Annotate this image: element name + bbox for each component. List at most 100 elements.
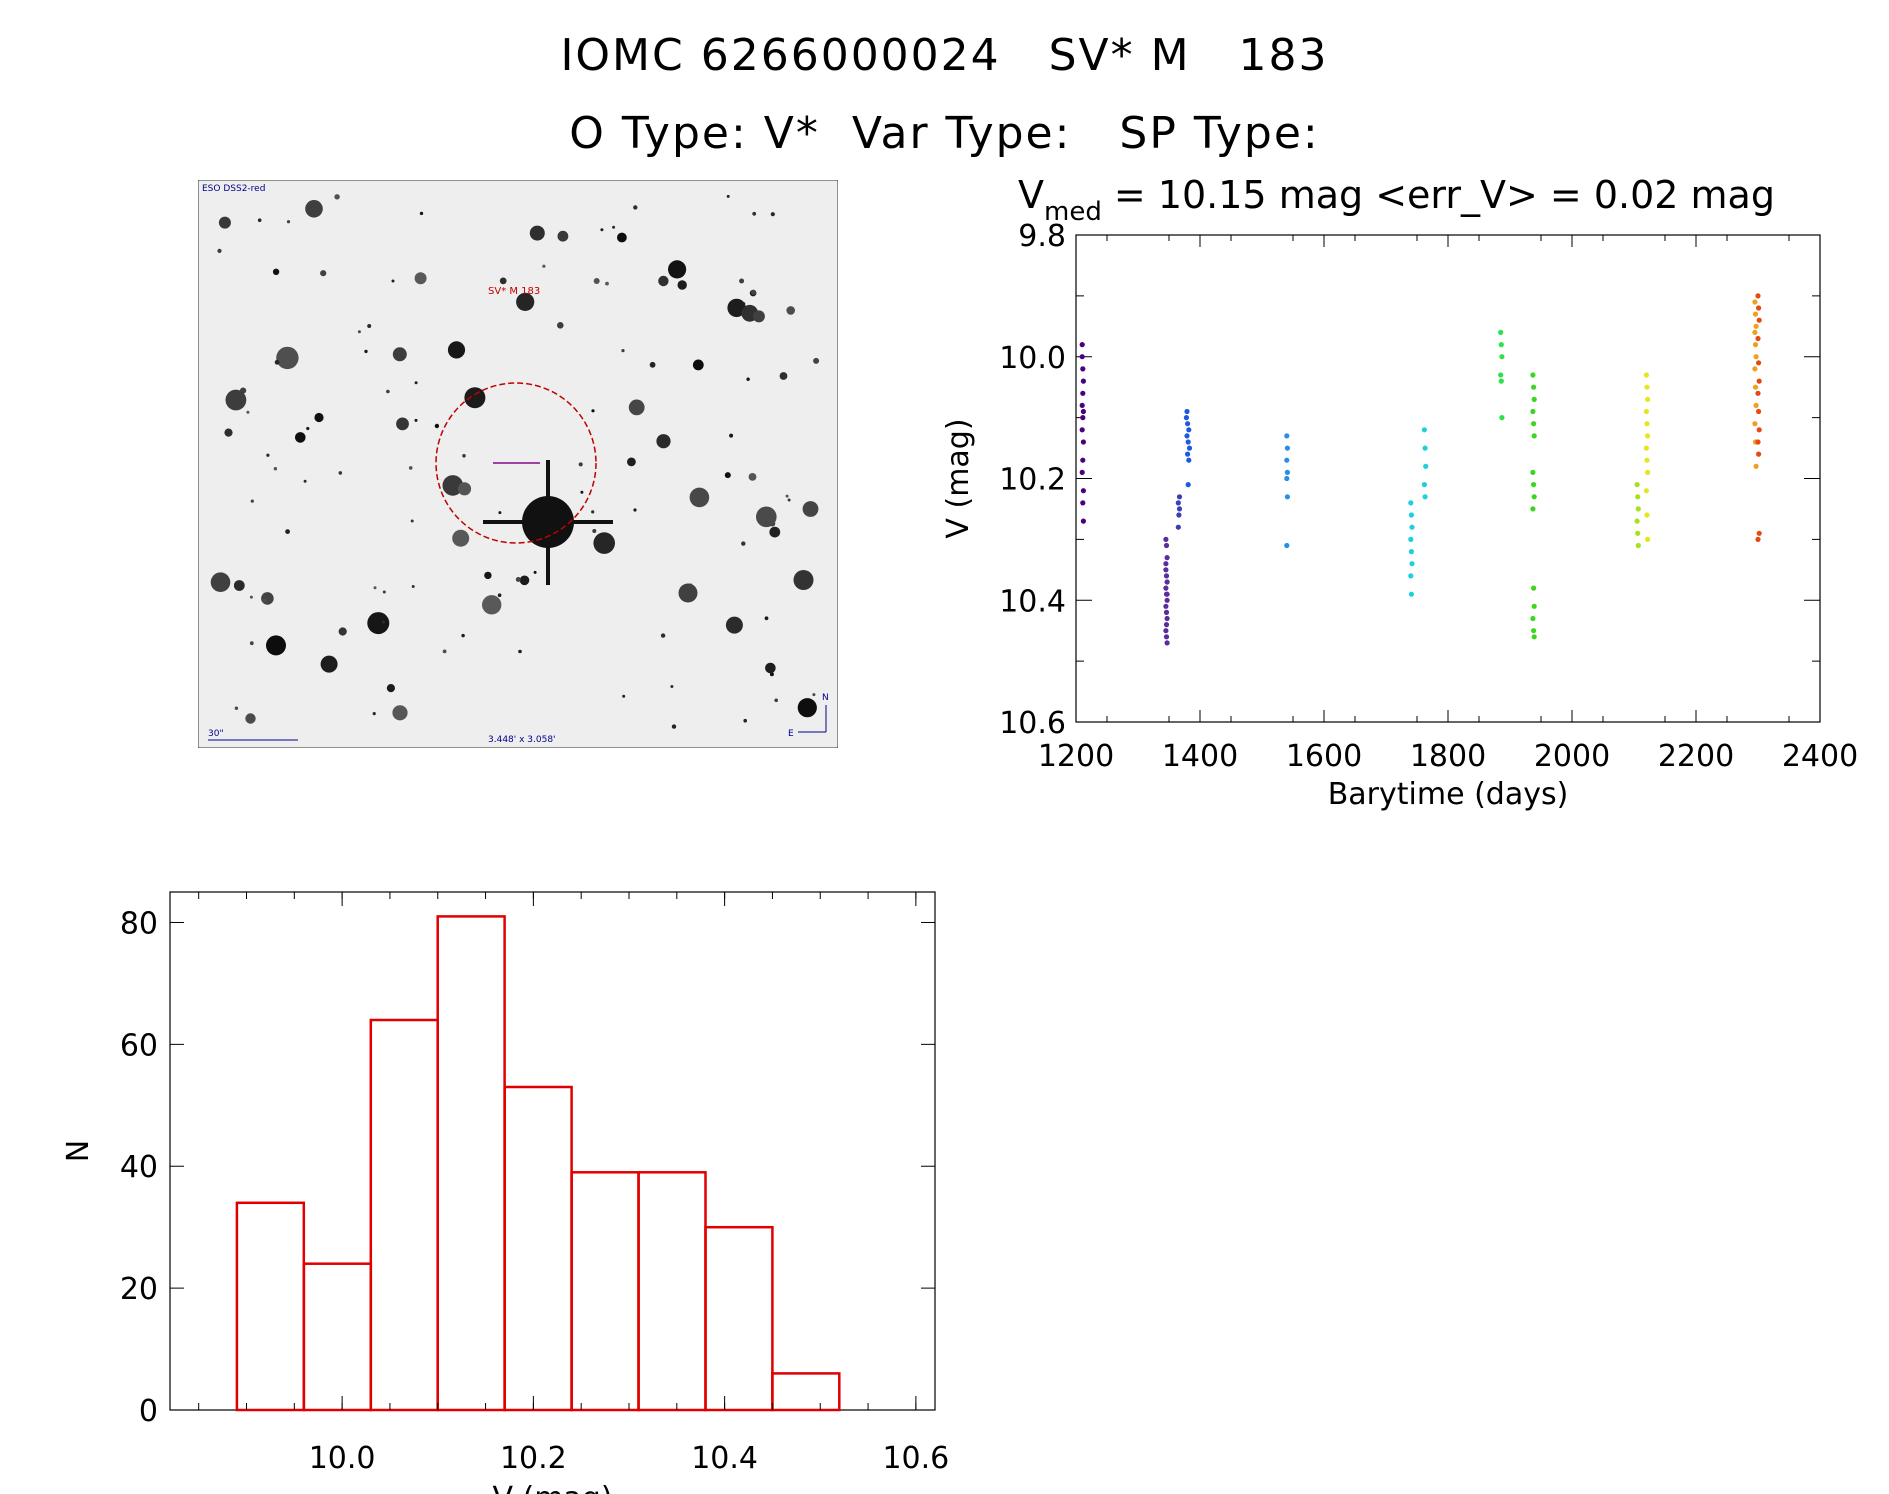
star bbox=[533, 570, 537, 574]
star bbox=[600, 228, 604, 232]
star bbox=[621, 349, 625, 353]
star bbox=[802, 501, 819, 517]
data-point bbox=[1183, 415, 1189, 421]
star bbox=[671, 724, 677, 729]
star bbox=[752, 211, 757, 216]
data-point bbox=[1164, 579, 1170, 585]
star bbox=[338, 471, 343, 475]
target-circle bbox=[435, 382, 597, 544]
star bbox=[262, 598, 267, 603]
star bbox=[217, 248, 222, 253]
data-point bbox=[1531, 482, 1537, 488]
star bbox=[557, 230, 569, 242]
star bbox=[499, 277, 507, 285]
data-point bbox=[1635, 542, 1641, 549]
data-point bbox=[1421, 482, 1427, 488]
star bbox=[756, 506, 777, 528]
star bbox=[306, 426, 310, 431]
data-point bbox=[1164, 597, 1170, 603]
star bbox=[743, 718, 747, 723]
star bbox=[518, 649, 522, 654]
data-point bbox=[1753, 354, 1759, 360]
star bbox=[729, 433, 734, 438]
histogram-bar bbox=[436, 915, 506, 1412]
star bbox=[272, 268, 280, 275]
star bbox=[392, 705, 408, 721]
data-point bbox=[1752, 299, 1758, 305]
light-curve-chart: 1200 1400 1600 1800 2000 2200 2400 9.8 10.0 10.2 1… bbox=[941, 173, 1858, 812]
data-point bbox=[1756, 317, 1762, 323]
star bbox=[373, 586, 377, 590]
histogram-bar bbox=[637, 1171, 707, 1412]
star bbox=[612, 225, 616, 229]
data-point bbox=[1421, 427, 1427, 433]
star bbox=[593, 532, 615, 554]
data-point bbox=[1186, 445, 1193, 451]
data-point bbox=[1531, 494, 1537, 500]
star bbox=[285, 529, 290, 534]
data-point bbox=[1186, 427, 1192, 433]
data-point bbox=[1644, 457, 1650, 463]
star bbox=[627, 457, 636, 467]
data-point bbox=[1164, 591, 1170, 597]
data-point bbox=[1753, 402, 1759, 408]
data-point bbox=[1422, 494, 1428, 500]
x-tick-label: 2000 bbox=[1534, 739, 1610, 774]
data-point bbox=[1186, 457, 1192, 463]
hist-y-tick-label: 20 bbox=[120, 1272, 158, 1307]
star bbox=[386, 684, 395, 693]
data-point bbox=[1284, 469, 1290, 475]
data-point bbox=[1498, 378, 1504, 384]
star bbox=[726, 194, 730, 198]
finder-object-label: SV* M 183 bbox=[488, 286, 540, 297]
data-point bbox=[1635, 506, 1641, 512]
star bbox=[515, 577, 521, 582]
hist-x-axis-label: V (mag) bbox=[492, 1481, 612, 1494]
star bbox=[442, 649, 447, 654]
star bbox=[633, 508, 637, 512]
star bbox=[338, 627, 347, 636]
star bbox=[274, 359, 280, 365]
data-point bbox=[1530, 469, 1536, 475]
x-tick-label: 1400 bbox=[1162, 739, 1238, 774]
star bbox=[678, 583, 698, 603]
star bbox=[739, 278, 745, 284]
x-tick-label: 2200 bbox=[1658, 739, 1734, 774]
star bbox=[434, 423, 440, 429]
star bbox=[452, 529, 470, 547]
star bbox=[580, 490, 584, 494]
data-point bbox=[1756, 530, 1762, 536]
data-point bbox=[1498, 329, 1504, 335]
star bbox=[266, 453, 270, 457]
data-point bbox=[1643, 445, 1649, 451]
data-point bbox=[1409, 524, 1415, 530]
star bbox=[266, 635, 286, 656]
hist-y-tick-label: 60 bbox=[120, 1028, 158, 1063]
star bbox=[633, 205, 638, 210]
data-point bbox=[1163, 567, 1169, 573]
data-point bbox=[1422, 445, 1428, 451]
data-point bbox=[1079, 342, 1085, 348]
star bbox=[779, 372, 788, 380]
star bbox=[742, 302, 746, 306]
star bbox=[785, 494, 789, 498]
data-point bbox=[1634, 518, 1640, 524]
star bbox=[542, 264, 546, 268]
star bbox=[724, 472, 731, 479]
data-point bbox=[1531, 634, 1537, 640]
star bbox=[447, 341, 466, 359]
hist-x-tick-label: 10.4 bbox=[691, 1441, 758, 1476]
star bbox=[658, 275, 669, 287]
histogram-bar bbox=[369, 1018, 439, 1412]
data-point bbox=[1080, 500, 1086, 506]
star bbox=[382, 590, 386, 594]
compass-icon: N E bbox=[788, 693, 829, 739]
star bbox=[812, 693, 816, 697]
hist-x-tick-label: 10.6 bbox=[882, 1441, 949, 1476]
data-point bbox=[1423, 463, 1429, 469]
star bbox=[234, 706, 239, 710]
star bbox=[725, 616, 743, 634]
x-tick-label: 1200 bbox=[1038, 739, 1114, 774]
star bbox=[276, 346, 299, 370]
data-point bbox=[1635, 530, 1641, 536]
